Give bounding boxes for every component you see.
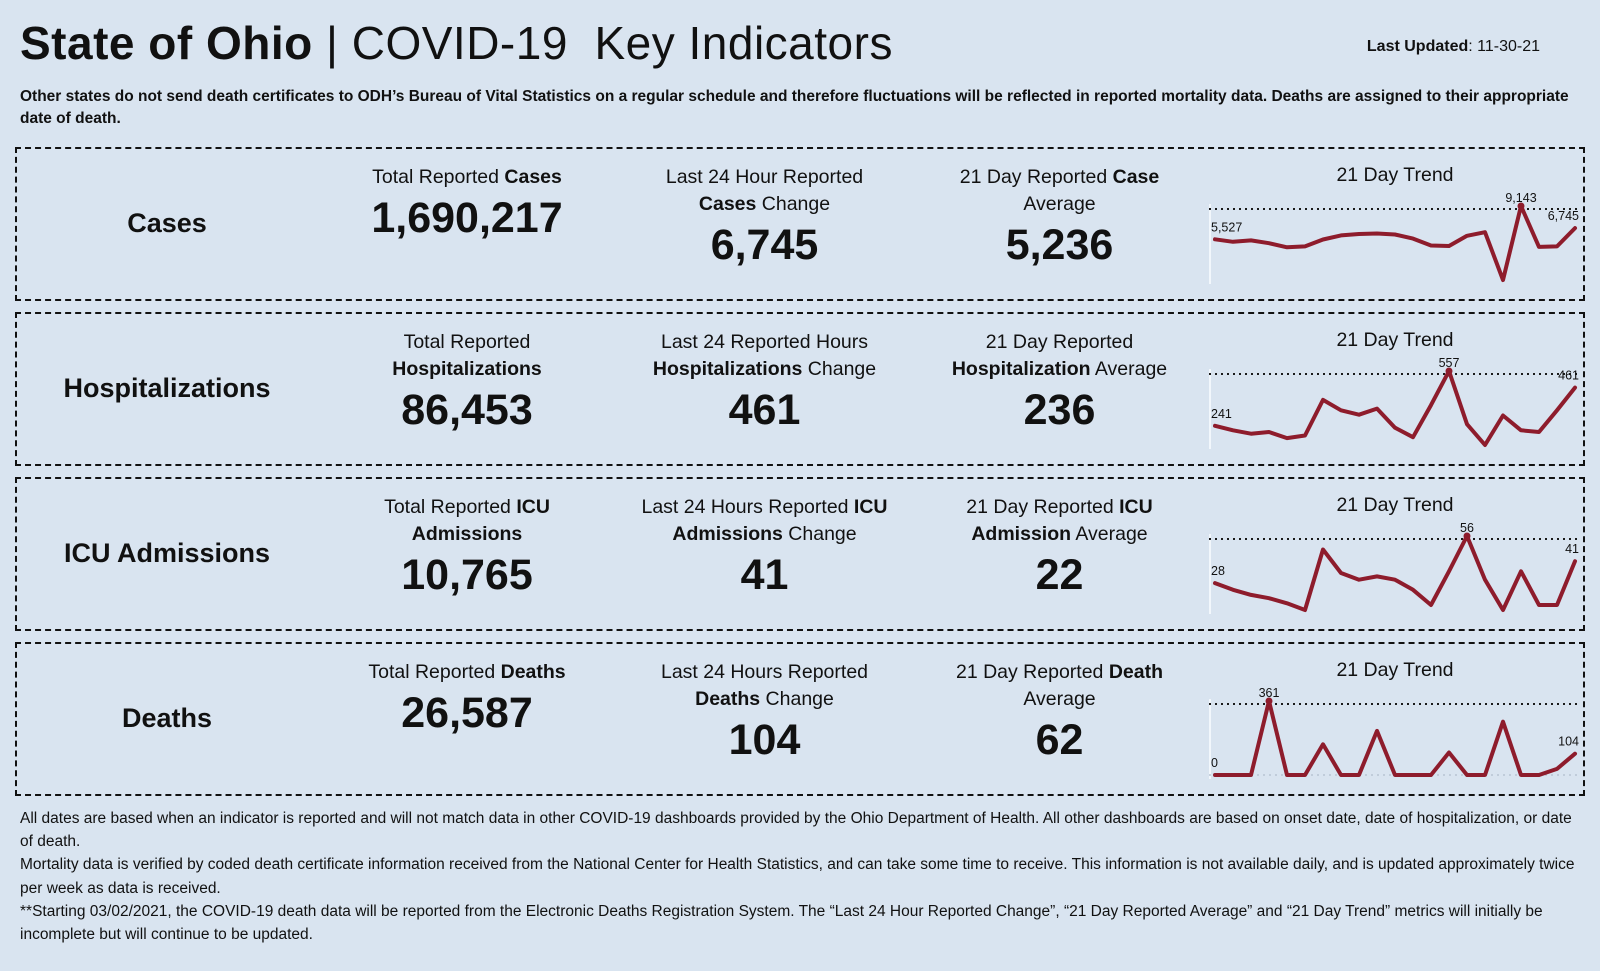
header: State of Ohio | COVID-19 Key Indicators … [20,16,1580,70]
stat-value: 6,745 [710,220,819,269]
trend-panel: 21 Day Trend 241 557 461 [1207,314,1583,464]
metric-row-label: Deaths [121,703,213,734]
stat-value: 22 [1035,550,1084,599]
stat-heading: Last 24 Hour Reported Cases Change [665,165,864,215]
trend-end-label: 41 [1565,542,1579,556]
trend-svg: 0 361 104 [1209,686,1581,779]
trend-end-label: 461 [1558,369,1579,383]
stat-value: 5,236 [1005,220,1114,269]
trend-start-label: 28 [1211,564,1225,578]
metric-row-icu-admissions: ICU Admissions Total Reported ICU Admiss… [15,476,1585,631]
stat-total: Total Reported Deaths 26,587 [317,644,617,794]
stat-24h-change: Last 24 Hours Reported Deaths Change 104 [617,644,912,794]
stat-heading: 21 Day Reported ICU Admission Average [966,495,1153,545]
trend-sparkline: 241 557 461 [1207,355,1583,458]
metric-row-label: Hospitalizations [63,373,271,404]
trend-start-label: 5,527 [1211,220,1242,234]
stat-total: Total Reported Cases 1,690,217 [317,149,617,299]
peak-dot [1265,697,1273,705]
stat-heading: 21 Day Reported Case Average [959,165,1160,215]
stat-value: 62 [1035,715,1084,764]
footer-note-mortality: Mortality data is verified by coded deat… [20,856,1575,897]
trend-line [1213,533,1577,612]
dashboard: State of Ohio | COVID-19 Key Indicators … [15,16,1585,947]
stat-24h-change: Last 24 Hour Reported Cases Change 6,745 [617,149,912,299]
metric-row-cases: Cases Total Reported Cases 1,690,217 Las… [15,146,1585,301]
stat-heading: Total Reported Hospitalizations [392,330,542,380]
trend-peak-label: 9,143 [1505,191,1536,205]
trend-title: 21 Day Trend [1336,163,1454,186]
trend-svg: 28 56 41 [1209,521,1581,614]
stat-24h-change: Last 24 Reported Hours Hospitalizations … [617,314,912,464]
stat-24h-change: Last 24 Hours Reported ICU Admissions Ch… [617,479,912,629]
disclaimer-note: Other states do not send death certifica… [20,88,1569,128]
page-title: State of Ohio | COVID-19 Key Indicators [20,16,1580,70]
trend-end-label: 6,745 [1548,209,1579,223]
stat-heading: Last 24 Hours Reported ICU Admissions Ch… [641,495,888,545]
trend-title: 21 Day Trend [1336,658,1454,681]
metric-row-label: Cases [127,208,207,239]
trend-panel: 21 Day Trend 5,527 9,143 6,745 [1207,149,1583,299]
stat-21day-average: 21 Day Reported Hospitalization Average … [912,314,1207,464]
page-title-state: State of Ohio [20,17,313,69]
footer-note-edrs: **Starting 03/02/2021, the COVID-19 deat… [20,902,1543,944]
peak-dot [1517,202,1525,210]
stat-total: Total Reported ICU Admissions 10,765 [317,479,617,629]
trend-start-label: 241 [1211,407,1232,421]
trend-svg: 241 557 461 [1209,356,1581,449]
stat-heading: Total Reported Deaths [368,660,566,683]
stat-heading: Last 24 Hours Reported Deaths Change [660,660,869,710]
trend-title: 21 Day Trend [1336,328,1454,351]
metric-row-hospitalizations: Hospitalizations Total Reported Hospital… [15,311,1585,466]
stat-heading: Total Reported Cases [372,165,562,188]
stat-heading: 21 Day Reported Hospitalization Average [951,330,1168,380]
metric-rows: Cases Total Reported Cases 1,690,217 Las… [15,146,1585,796]
last-updated-value: : 11-30-21 [1468,38,1540,55]
stat-value: 41 [740,550,789,599]
stat-value: 86,453 [401,385,533,434]
stat-value: 236 [1023,385,1096,434]
trend-sparkline: 0 361 104 [1207,685,1583,788]
trend-peak-label: 557 [1439,356,1460,370]
stat-value: 461 [728,385,801,434]
metric-row-label: ICU Admissions [63,538,271,569]
trend-line [1213,698,1577,777]
stat-heading: Total Reported ICU Admissions [384,495,550,545]
trend-end-label: 104 [1558,735,1579,749]
trend-svg: 5,527 9,143 6,745 [1209,191,1581,284]
page-title-rest: | COVID-19 Key Indicators [312,17,893,69]
stat-21day-average: 21 Day Reported Death Average 62 [912,644,1207,794]
stat-21day-average: 21 Day Reported Case Average 5,236 [912,149,1207,299]
trend-line [1213,368,1577,447]
peak-dot [1463,532,1471,540]
stat-heading: 21 Day Reported Death Average [955,660,1164,710]
trend-sparkline: 28 56 41 [1207,520,1583,623]
last-updated: Last Updated: 11-30-21 [1367,38,1540,56]
footer-notes: All dates are based when an indicator is… [20,807,1580,947]
stat-value: 1,690,217 [371,193,563,242]
stat-value: 10,765 [401,550,533,599]
footer-note-reporting: All dates are based when an indicator is… [20,809,1572,851]
last-updated-label: Last Updated [1366,38,1469,55]
trend-panel: 21 Day Trend 0 361 104 [1207,644,1583,794]
trend-panel: 21 Day Trend 28 56 41 [1207,479,1583,629]
trend-line [1213,203,1577,282]
stat-total: Total Reported Hospitalizations 86,453 [317,314,617,464]
trend-sparkline: 5,527 9,143 6,745 [1207,190,1583,293]
stat-heading: Last 24 Reported Hours Hospitalizations … [652,330,877,380]
stat-value: 104 [728,715,801,764]
trend-peak-label: 56 [1460,521,1474,535]
trend-start-label: 0 [1211,756,1218,770]
stat-value: 26,587 [401,688,533,737]
peak-dot [1445,367,1453,375]
metric-row-deaths: Deaths Total Reported Deaths 26,587 Last… [15,641,1585,796]
stat-21day-average: 21 Day Reported ICU Admission Average 22 [912,479,1207,629]
trend-peak-label: 361 [1259,686,1280,700]
trend-title: 21 Day Trend [1336,493,1454,516]
